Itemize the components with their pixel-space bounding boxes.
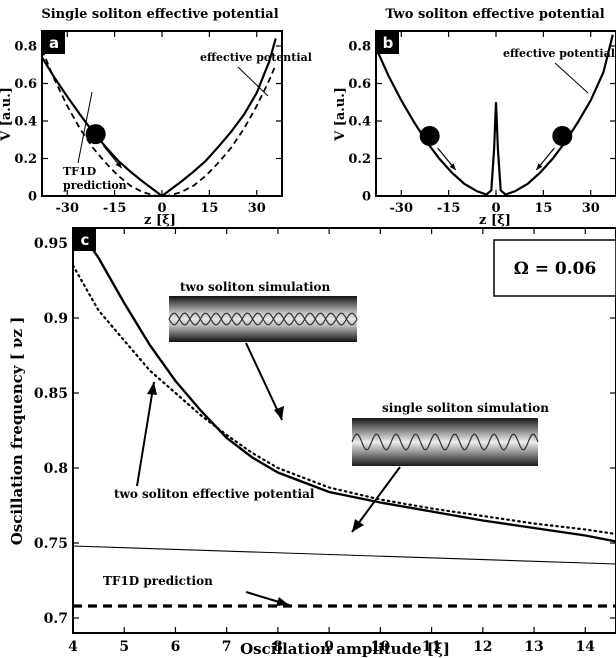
panel-b-label: b xyxy=(383,34,394,52)
annotation-tf1d-prediction: TF1D prediction xyxy=(103,574,213,588)
panel-a-annotation-effective: effective potential xyxy=(200,51,312,64)
panel-b-xtick-label: 30 xyxy=(582,201,600,216)
annotation-single-soliton-simulation: single soliton simulation xyxy=(382,401,549,415)
annotation-two-soliton-effective-potential: two soliton effective potential xyxy=(114,487,315,501)
panel-b-annotation-effective: effective potential xyxy=(503,47,615,60)
panel-a-xtick-label: 30 xyxy=(248,201,266,216)
panel-b-title: Two soliton effective potential xyxy=(385,7,604,22)
arrowhead-two-soliton-effective-potential xyxy=(147,382,157,395)
panel-a-title: Single soliton effective potential xyxy=(41,7,278,22)
arrowhead-single-soliton-simulation xyxy=(352,519,364,532)
panel-a: Single soliton effective potential -30 -1… xyxy=(0,7,312,228)
panel-b-xlabel: z [ξ] xyxy=(479,213,511,228)
panel-a-xtick-label: 15 xyxy=(200,201,218,216)
two-soliton-simulation-image xyxy=(169,296,357,342)
panel-a-soliton-ball xyxy=(86,124,106,144)
panel-a-label: a xyxy=(49,34,59,52)
panel-b-ytick-label: 0 xyxy=(362,190,371,205)
panel-a-arrow-effective xyxy=(238,67,268,96)
panel-c-ytick-label: 0.7 xyxy=(44,611,68,627)
panel-c-ylabel: Oscillation frequency [ νz ] xyxy=(8,317,26,546)
panel-c-xtick-label: 6 xyxy=(171,639,181,655)
panel-c-xtick-label: 13 xyxy=(524,639,543,655)
panel-a-annotation-prediction: prediction xyxy=(63,179,127,192)
panel-b-xtick-label: -15 xyxy=(437,201,461,216)
panel-b-arrow-effective xyxy=(555,63,588,93)
panel-c-ytick-label: 0.9 xyxy=(44,311,68,327)
panel-a-ytick-label: 0.4 xyxy=(14,115,37,130)
panel-a-xtick-label: -30 xyxy=(56,201,80,216)
panel-b-ytick-label: 0.4 xyxy=(348,115,371,130)
panel-b-ylabel: V [a.u.] xyxy=(333,87,348,142)
panel-a-ytick-label: 0 xyxy=(28,190,37,205)
arrow-two-soliton-effective-potential xyxy=(137,382,154,486)
panel-a-ytick-label: 0.6 xyxy=(14,77,37,92)
panel-a-ylabel: V [a.u.] xyxy=(0,87,14,142)
panel-a-xlabel: z [ξ] xyxy=(144,213,176,228)
panel-b-ytick-label: 0.2 xyxy=(348,152,371,167)
panel-a-ytick-label: 0.2 xyxy=(14,152,37,167)
omega-legend-text: Ω = 0.06 xyxy=(514,259,597,279)
panel-a-ytick-label: 0.8 xyxy=(14,40,37,55)
panel-c-xtick-label: 4 xyxy=(68,639,78,655)
panel-c: 4 5 6 7 8 9 10 11 12 13 140.70.750.80.850.90.95 c … xyxy=(8,228,616,658)
panel-a-annotation-tf1d: TF1D xyxy=(63,165,97,178)
panel-b-xtick-label: -30 xyxy=(390,201,414,216)
arrowhead-tf1d-prediction xyxy=(276,597,289,606)
panel-b-ytick-label: 0.8 xyxy=(348,40,371,55)
panel-b-soliton-ball xyxy=(420,126,440,146)
panel-c-xtick-label: 12 xyxy=(473,639,492,655)
panel-b-soliton-ball xyxy=(552,126,572,146)
panel-b: Two soliton effective potential -30 -15 0 1… xyxy=(333,7,616,228)
single-soliton-simulation-image xyxy=(352,418,538,466)
panel-c-xlabel: Oscillation amplitude [ξ] xyxy=(240,640,450,658)
panel-c-xtick-label: 14 xyxy=(576,639,596,655)
arrow-two-soliton-simulation xyxy=(246,343,282,420)
panel-c-ytick-label: 0.75 xyxy=(34,536,68,552)
annotation-two-soliton-simulation: two soliton simulation xyxy=(180,280,331,294)
panel-b-ytick-label: 0.6 xyxy=(348,77,371,92)
panel-c-xtick-label: 7 xyxy=(222,639,232,655)
panel-c-series-solid-thin xyxy=(73,546,616,564)
panel-a-xtick-label: -15 xyxy=(103,201,127,216)
panel-c-label: c xyxy=(81,231,90,249)
panel-b-xtick-label: 15 xyxy=(534,201,552,216)
panel-c-ytick-label: 0.95 xyxy=(34,236,68,252)
panel-c-ytick-label: 0.8 xyxy=(44,461,68,477)
panel-c-xtick-label: 5 xyxy=(119,639,129,655)
panel-c-ytick-label: 0.85 xyxy=(34,386,68,402)
